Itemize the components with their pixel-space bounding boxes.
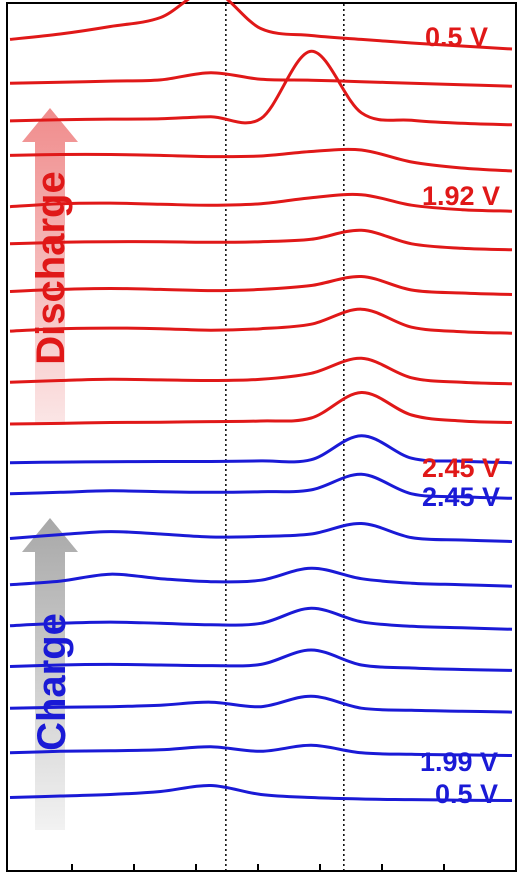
x-tick-marks	[71, 864, 445, 871]
label-discharge-1-92v: 1.92 V	[422, 181, 500, 211]
label-charge-2-45v: 2.45 V	[422, 482, 500, 512]
label-discharge-0-5v: 0.5 V	[425, 22, 488, 52]
charge-curve-13	[9, 566, 513, 588]
discharge-curve-5	[9, 228, 513, 252]
discharge-arrow-shape	[22, 108, 78, 425]
discharge-curve-2	[9, 49, 513, 127]
charge-curve-17	[9, 743, 513, 757]
discharge-arrow-label: Discharge	[29, 171, 73, 364]
charge-curve-10	[9, 434, 513, 465]
reference-lines	[225, 4, 345, 870]
plot-frame	[6, 2, 517, 872]
discharge-curve-7	[9, 307, 513, 335]
discharge-curve-3	[9, 147, 513, 173]
discharge-curve-9	[9, 390, 513, 426]
label-charge-0-5v: 0.5 V	[435, 779, 498, 809]
charge-curve-11	[9, 472, 513, 500]
discharge-curve-1	[9, 71, 513, 88]
label-charge-1-99v: 1.99 V	[420, 747, 498, 777]
discharge-curve-0	[9, 0, 513, 51]
discharge-curve-6	[9, 274, 513, 296]
discharge-curve-8	[9, 356, 513, 386]
charge-curve-16	[9, 694, 513, 714]
charge-curve-14	[9, 606, 513, 631]
discharge-arrow: Discharge	[22, 108, 78, 425]
charge-curve-18	[9, 783, 513, 802]
discharge-curve-4	[9, 192, 513, 213]
label-discharge-2-45v: 2.45 V	[422, 453, 500, 483]
charge-arrow-label: Charge	[30, 613, 74, 751]
charge-curve-12	[9, 521, 513, 543]
charge-curve-15	[9, 648, 513, 672]
series-curves	[9, 0, 513, 802]
charge-arrow: Charge	[22, 518, 78, 830]
